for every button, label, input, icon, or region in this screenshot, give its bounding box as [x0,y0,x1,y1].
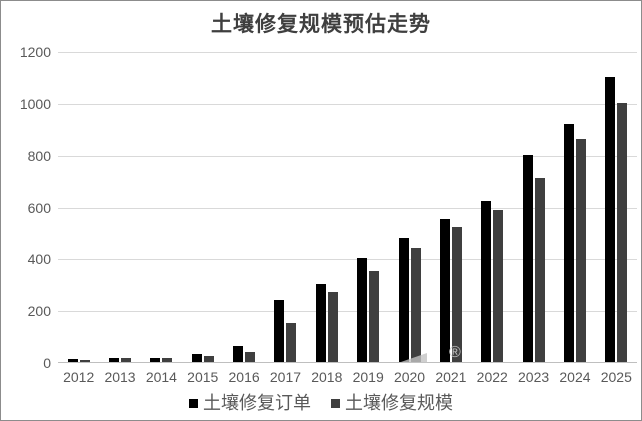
x-tick-label: 2015 [187,369,219,385]
y-tick-label: 0 [43,355,51,371]
bar-土壤修复订单-2012 [68,359,78,362]
legend-item: 土壤修复订单 [189,394,311,412]
x-tick-label: 2013 [104,369,136,385]
gridline [58,207,637,209]
x-tick-label: 2022 [476,369,508,385]
x-tick-label: 2025 [600,369,632,385]
bar-土壤修复订单-2016 [233,346,243,362]
x-tick-label: 2020 [393,369,426,385]
x-tick-label: 2024 [559,369,591,385]
registered-trademark-icon: ® [449,344,461,361]
y-axis: 0 200 400 600 800 1000 1200 [1,1,51,420]
x-tick-label: 2021 [435,369,467,385]
bar-土壤修复订单-2022 [481,201,491,362]
y-tick-label: 600 [27,199,51,216]
bar-土壤修复订单-2018 [316,284,326,362]
bar-土壤修复规模-2015 [204,356,214,362]
bar-土壤修复订单-2020 [399,238,409,362]
chart-title: 土壤修复规模预估走势 [211,13,431,36]
legend-item: 土壤修复规模 [331,394,453,412]
y-tick-label: 1200 [19,44,51,60]
bar-土壤修复订单-2019 [357,258,367,362]
gridline [58,52,637,53]
bar-土壤修复规模-2014 [162,358,172,362]
x-tick-label: 2018 [311,369,343,385]
x-tick-label: 2017 [269,369,302,385]
bar-土壤修复订单-2023 [523,155,533,362]
bar-土壤修复订单-2021 [440,219,450,362]
x-tick-label: 2014 [145,369,177,385]
bar-土壤修复规模-2023 [535,178,545,362]
y-tick-label: 200 [27,303,51,320]
bar-土壤修复订单-2014 [150,358,160,362]
legend-swatch-icon [189,398,198,408]
watermark-triangle-icon [398,353,427,363]
y-tick-label: 1000 [19,95,51,112]
gridline [58,103,637,105]
x-axis-line [58,362,637,363]
legend-swatch-icon [331,398,340,408]
bar-土壤修复规模-2017 [286,323,296,362]
legend: 土壤修复订单 土壤修复规模 [1,394,641,412]
gridline [58,311,637,313]
bar-土壤修复规模-2019 [369,271,379,362]
bar-土壤修复订单-2015 [192,354,202,362]
bar-土壤修复规模-2022 [493,210,503,362]
legend-label: 土壤修复规模 [345,393,453,413]
x-tick-label: 2023 [518,369,550,385]
bar-土壤修复规模-2024 [576,139,586,362]
x-tick-label: 2019 [352,369,384,385]
bar-土壤修复规模-2021 [452,227,462,362]
bar-土壤修复订单-2013 [109,358,119,362]
gridline [58,259,637,261]
bar-土壤修复订单-2024 [564,124,574,362]
bar-土壤修复规模-2020 [411,248,421,362]
y-tick-label: 800 [27,147,51,164]
legend-label: 土壤修复订单 [203,393,311,413]
plot-area [58,52,637,363]
bar-土壤修复规模-2016 [245,352,255,362]
x-tick-label: 2012 [63,369,95,385]
bar-土壤修复订单-2017 [274,300,284,362]
bar-土壤修复规模-2025 [617,103,627,362]
bar-土壤修复规模-2013 [121,358,131,362]
bar-土壤修复订单-2025 [605,77,615,362]
y-tick-label: 400 [27,251,51,268]
bar-土壤修复规模-2018 [328,292,338,362]
bar-土壤修复规模-2012 [80,360,90,362]
x-tick-label: 2016 [228,369,260,385]
gridline [58,155,637,157]
